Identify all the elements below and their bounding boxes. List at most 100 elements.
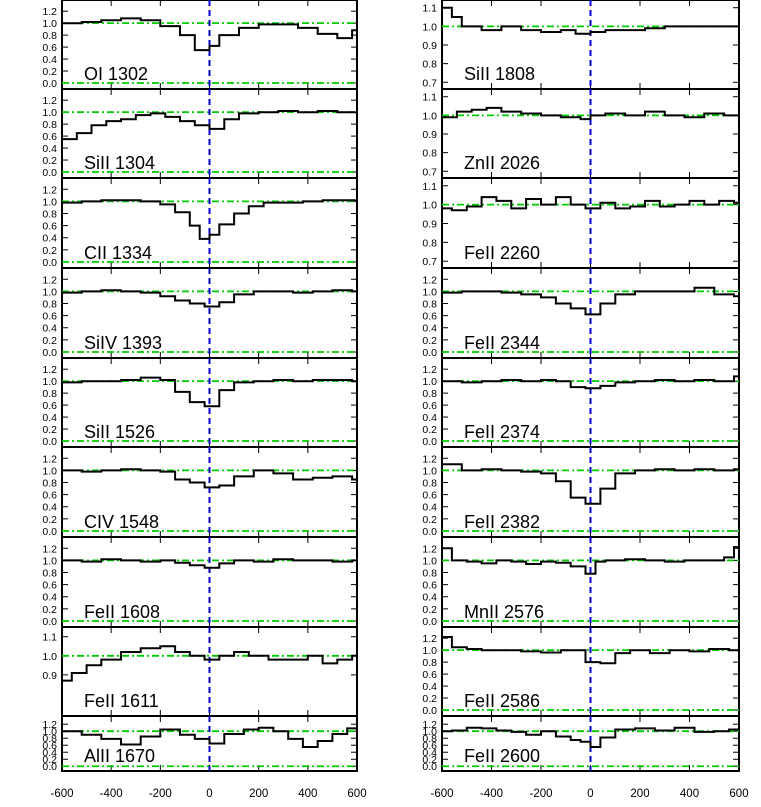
y-tick-label: 0.9 [422, 40, 437, 52]
y-tick-label: 1.0 [42, 196, 57, 208]
y-tick-label: 0.0 [422, 705, 437, 717]
y-tick-label: 0.6 [42, 490, 57, 502]
spectrum-line [442, 546, 739, 575]
y-tick-label: 0.4 [42, 54, 57, 66]
y-tick-label: 1.0 [42, 555, 57, 567]
y-tick-label: 0.2 [42, 155, 57, 167]
y-tick-label: 1.2 [422, 274, 437, 286]
y-tick-label: 0.6 [42, 42, 57, 54]
y-tick-label: 0.4 [42, 592, 57, 604]
spectrum-line [62, 17, 357, 52]
y-tick-label: 0.0 [42, 526, 57, 538]
y-tick-label: 0.2 [42, 604, 57, 616]
y-tick-label: 0.0 [422, 761, 437, 773]
spectrum-line [442, 6, 739, 35]
ion-label: FeII 1608 [84, 602, 160, 622]
x-tick-label: -600 [50, 788, 73, 800]
y-tick-label: 0.7 [422, 77, 437, 89]
ion-label: CII 1334 [84, 243, 152, 263]
spectrum-line [62, 558, 357, 569]
y-tick-label: 0.8 [42, 478, 57, 490]
ion-label: FeII 1611 [84, 691, 159, 711]
y-tick-label: 0.8 [42, 388, 57, 400]
y-tick-label: 0.8 [42, 209, 57, 221]
y-tick-label: 1.0 [422, 376, 437, 388]
y-tick-label: 0.8 [422, 237, 437, 249]
y-tick-label: 1.2 [422, 453, 437, 465]
panel-mnii-2576: 0.00.20.40.60.81.01.2 MnII 2576 [422, 536, 740, 628]
spectrum-line [62, 199, 357, 240]
spectrum-line [442, 726, 739, 748]
y-tick-label: 0.0 [42, 78, 57, 90]
ion-label: FeII 2382 [464, 512, 540, 532]
ion-label: SiII 1304 [84, 153, 155, 173]
y-tick-label: 1.1 [422, 181, 437, 193]
spectrum-line [62, 468, 357, 489]
x-tick-label: 600 [729, 788, 748, 800]
y-tick-label: 1.2 [42, 543, 57, 555]
y-tick-label: 0.8 [42, 30, 57, 42]
panel-feii-2382: 0.00.20.40.60.81.01.2 FeII 2382 [422, 446, 740, 538]
y-tick-label: 0.4 [422, 412, 437, 424]
y-tick-label: 0.6 [422, 669, 437, 681]
y-tick-label: 0.4 [422, 592, 437, 604]
ion-label: CIV 1548 [84, 512, 159, 532]
spectrum-line [62, 376, 357, 408]
y-tick-label: 0.4 [42, 502, 57, 514]
ion-label: OI 1302 [84, 64, 148, 84]
ion-label: AlII 1670 [84, 746, 155, 766]
panel-oi-1302: 0.00.20.40.60.81.01.2 OI 1302 [42, 0, 358, 90]
y-tick-label: 1.0 [42, 726, 57, 738]
y-tick-label: 0.8 [422, 59, 437, 71]
spectrum-line [62, 110, 357, 141]
y-tick-label: 0.0 [422, 347, 437, 359]
panel-feii-2260: 0.7 0.8 0.9 1.0 1.1 FeII 2260 [422, 177, 740, 269]
y-tick-label: 1.1 [422, 92, 437, 104]
y-tick-label: 0.0 [422, 526, 437, 538]
spectrum-line [442, 375, 739, 390]
y-tick-label: 0.8 [42, 119, 57, 131]
y-tick-label: 0.6 [42, 221, 57, 233]
y-tick-label: 0.8 [42, 568, 57, 580]
y-tick-label: 0.2 [42, 245, 57, 257]
y-tick-label: 0.2 [422, 424, 437, 436]
y-tick-label: 0.6 [42, 580, 57, 592]
y-tick-label: 0.6 [422, 311, 437, 323]
y-tick-label: 0.4 [42, 412, 57, 424]
panel-alii-1670: 0.00.20.40.60.81.01.2 AlII 1670 [42, 715, 358, 773]
y-tick-label: 1.2 [42, 364, 57, 376]
y-tick-label: 1.0 [42, 107, 57, 119]
x-tick-label: -200 [149, 788, 172, 800]
y-tick-label: 0.8 [42, 299, 57, 311]
y-tick-label: 0.0 [422, 616, 437, 628]
panel-feii-1611: 0.9 1.0 1.1 FeII 1611 [42, 626, 358, 717]
y-tick-label: 0.6 [422, 580, 437, 592]
y-tick-label: 0.9 [422, 129, 437, 141]
spectrum-line [62, 645, 357, 682]
y-tick-label: 0.0 [42, 436, 57, 448]
y-tick-label: 1.0 [422, 555, 437, 567]
ion-label: ZnII 2026 [464, 153, 540, 173]
y-tick-label: 0.6 [422, 490, 437, 502]
y-tick-label: 0.4 [42, 323, 57, 335]
y-tick-label: 0.6 [42, 740, 57, 752]
y-tick-label: 1.0 [422, 21, 437, 33]
panel-feii-2586: 0.00.20.40.60.81.01.2 FeII 2586 [422, 626, 740, 717]
y-tick-label: 0.9 [42, 670, 57, 682]
y-tick-label: 0.6 [422, 740, 437, 752]
y-tick-label: 0.0 [42, 761, 57, 773]
y-tick-label: 0.4 [422, 681, 437, 693]
ion-label: FeII 2600 [464, 746, 540, 766]
spectrum-line [442, 636, 739, 665]
y-tick-label: 0.4 [42, 747, 57, 759]
y-tick-label: 0.2 [422, 693, 437, 705]
y-tick-label: 1.2 [422, 364, 437, 376]
y-tick-label: 0.7 [422, 166, 437, 178]
x-tick-label: -400 [480, 788, 503, 800]
spectrum-line [62, 289, 357, 308]
y-tick-label: 0.4 [422, 502, 437, 514]
y-tick-label: 1.2 [42, 274, 57, 286]
y-tick-label: 1.1 [422, 3, 437, 15]
y-tick-label: 0.2 [42, 514, 57, 526]
